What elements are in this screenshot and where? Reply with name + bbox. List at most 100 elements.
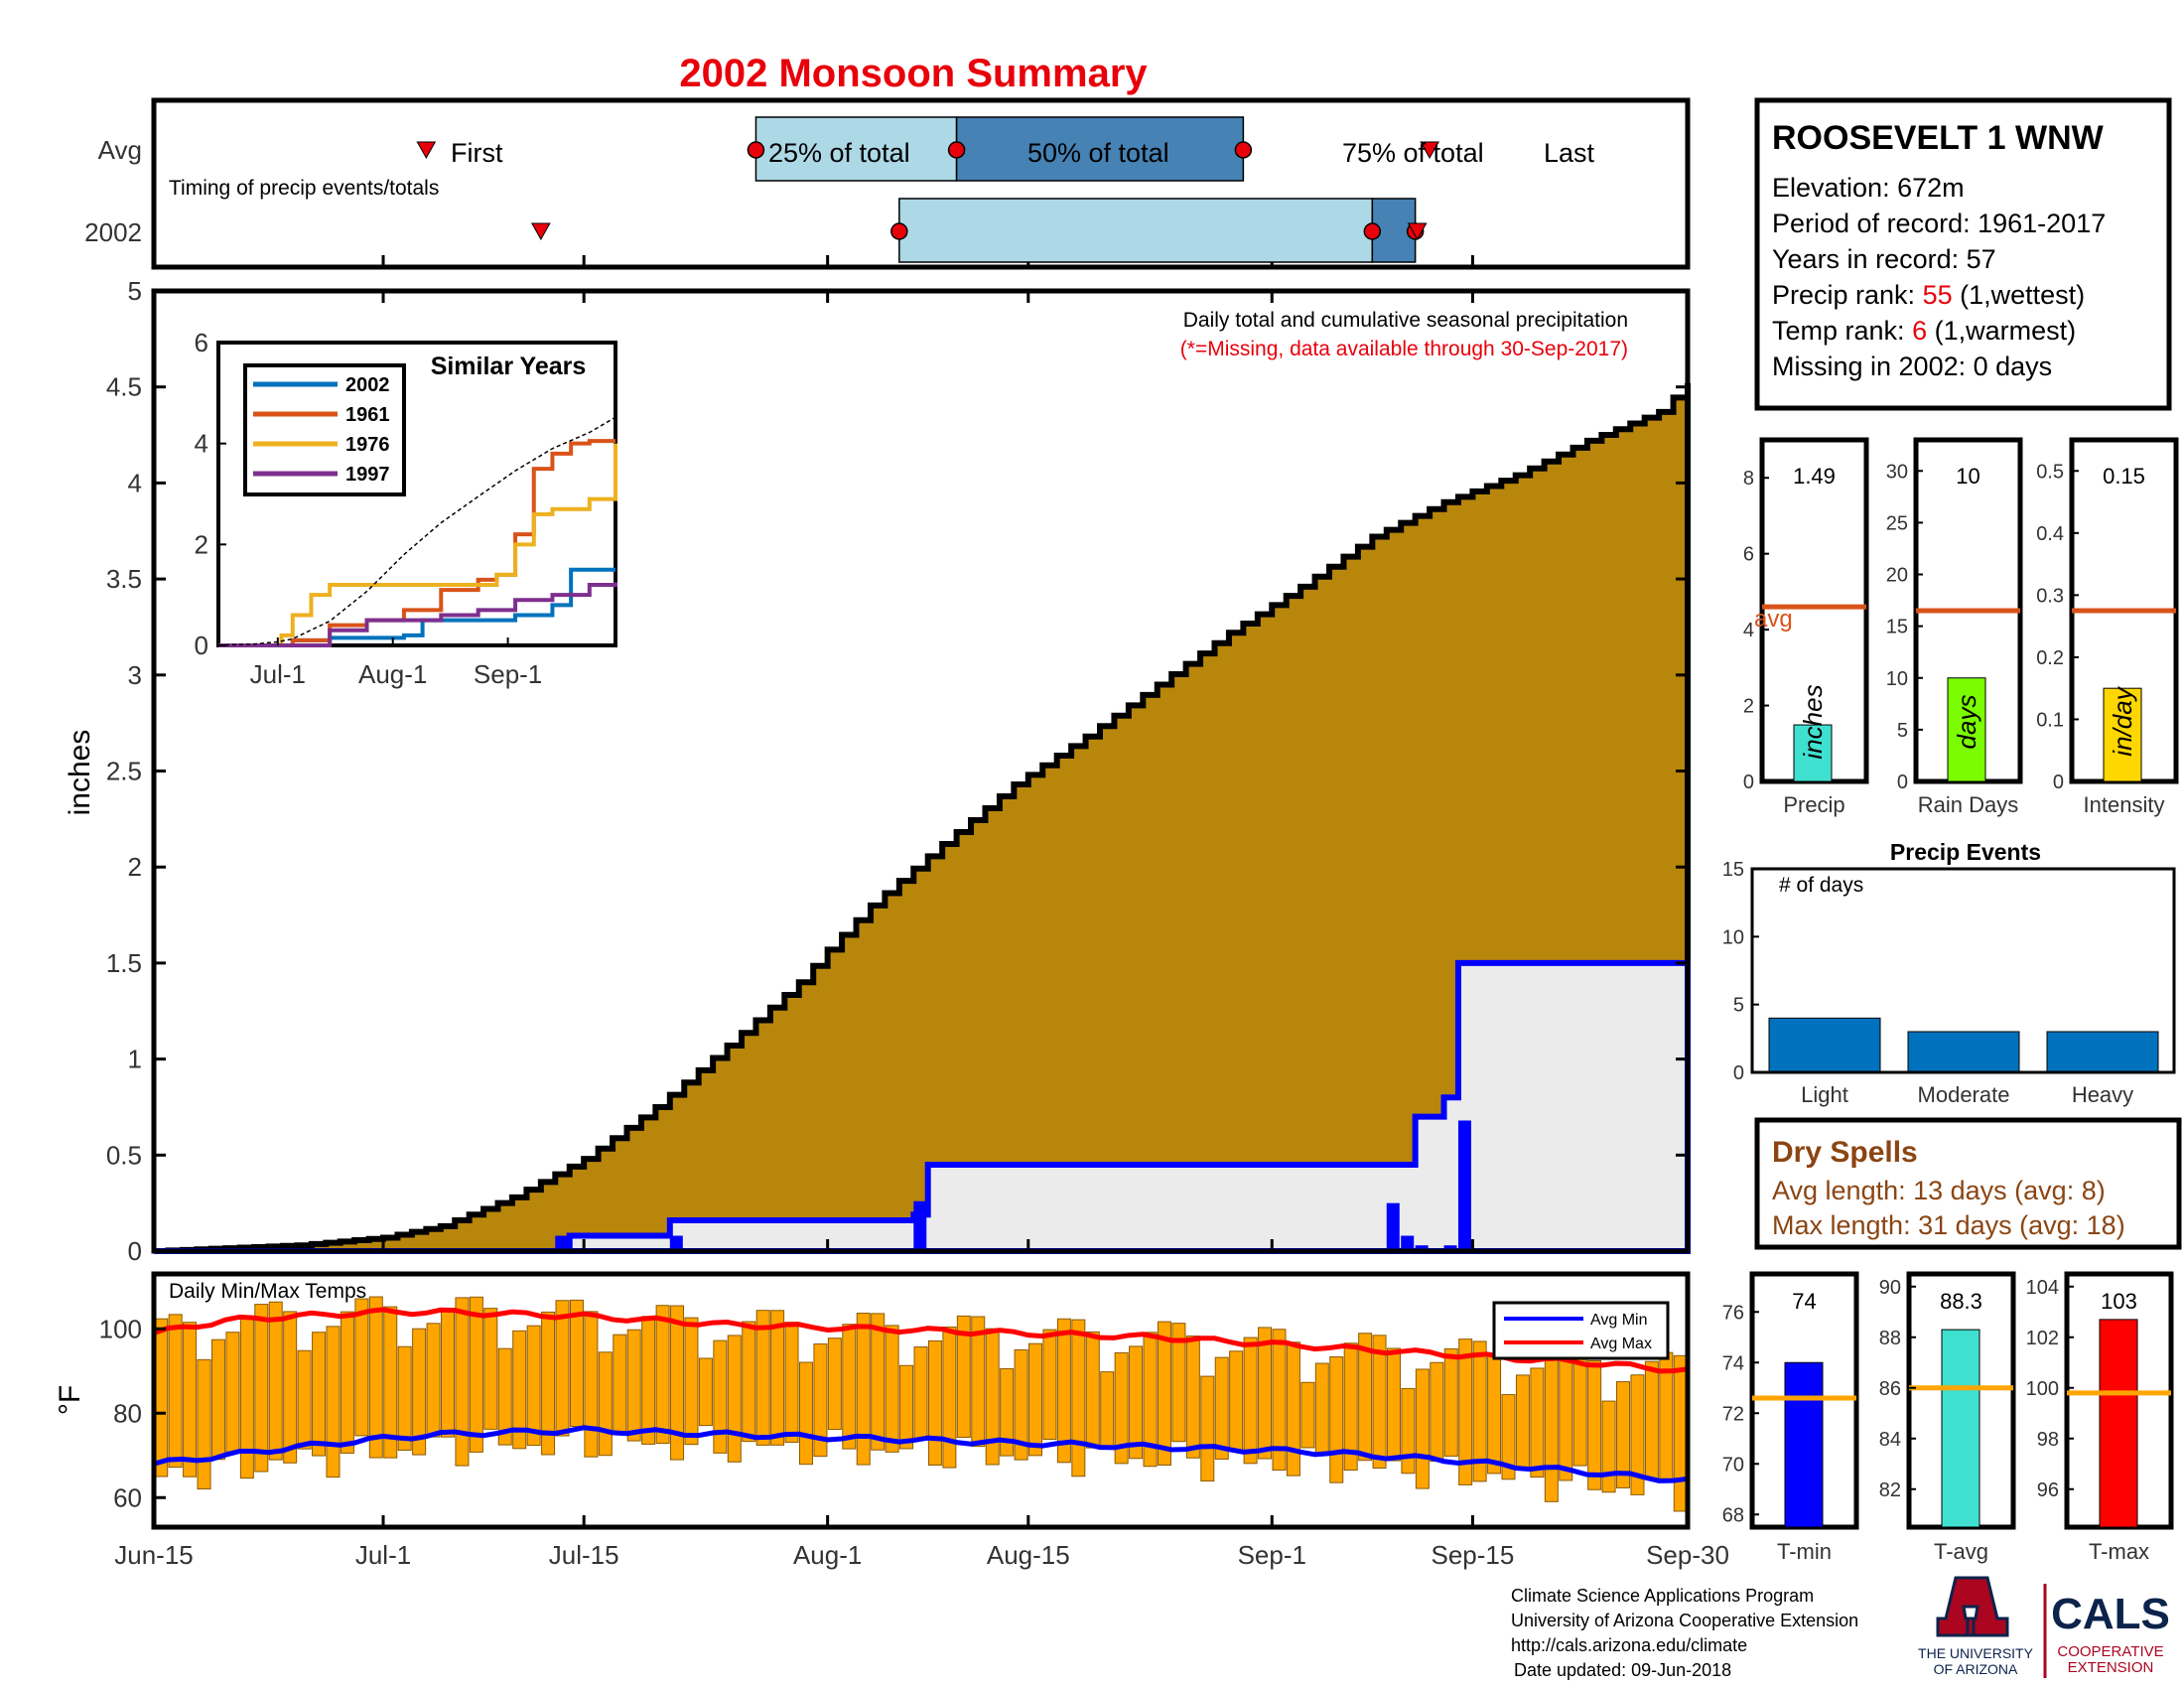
daily-temp-bar bbox=[584, 1311, 599, 1458]
daily-temp-bar bbox=[641, 1316, 656, 1445]
daily-temp-bar bbox=[154, 1318, 169, 1477]
daily-temp-bar bbox=[742, 1321, 756, 1443]
station-period: Period of record: 1961-2017 bbox=[1772, 209, 2106, 238]
temps-plot-frame bbox=[151, 1271, 1691, 1530]
summary-1-label: Rain Days bbox=[1918, 792, 2018, 817]
events-y-tick-label: 5 bbox=[1733, 995, 1744, 1017]
daily-temp-bar bbox=[899, 1364, 914, 1450]
precip-y-label: inches bbox=[64, 730, 96, 816]
summary-0-label: Precip bbox=[1783, 792, 1844, 817]
daily-temp-bar bbox=[1559, 1343, 1573, 1481]
summary-2-tick-label: 0.3 bbox=[2036, 585, 2064, 607]
daily-temp-bar bbox=[971, 1316, 986, 1448]
temp-summary-0-value: 74 bbox=[1792, 1289, 1816, 1314]
temp-summary-2-label: T-max bbox=[2089, 1539, 2149, 1564]
temp-rank-prefix: Temp rank: bbox=[1772, 316, 1912, 346]
ua-logo: THE UNIVERSITY OF ARIZONA bbox=[1918, 1576, 2034, 1677]
daily-temp-bar bbox=[1616, 1381, 1631, 1488]
timing-p75-label: 75% of total bbox=[1342, 138, 1484, 168]
daily-temp-bar bbox=[397, 1345, 412, 1452]
daily-temp-bar bbox=[1443, 1347, 1458, 1457]
precip-x-axis bbox=[152, 291, 1690, 1251]
inset-legend-label: 1976 bbox=[345, 434, 390, 456]
temp-summary-1-value: 88.3 bbox=[1940, 1289, 1982, 1314]
timing-p50-label: 50% of total bbox=[1027, 138, 1169, 168]
station-precip-rank: Precip rank: 55 (1,wettest) bbox=[1772, 280, 2085, 310]
daily-temp-bar bbox=[526, 1325, 541, 1447]
temps-title: Daily Min/Max Temps bbox=[169, 1280, 366, 1303]
precip-events-chart: Precip Events 0 5 10 15 Light Moderate Heavy #… bbox=[1722, 839, 2176, 1107]
events-bar bbox=[1768, 1017, 1881, 1073]
x-tick-label: Jul-1 bbox=[355, 1540, 411, 1570]
daily-temp-bar bbox=[1042, 1329, 1057, 1441]
station-name: ROOSEVELT 1 WNW bbox=[1772, 119, 2105, 157]
ua-line-1: THE UNIVERSITY bbox=[1918, 1645, 2034, 1661]
inset-y-axis: 0 2 4 6 bbox=[195, 328, 226, 660]
daily-temp-bar bbox=[727, 1335, 742, 1463]
temps-y-label: °F bbox=[54, 1385, 86, 1415]
year-first-marker bbox=[531, 222, 551, 241]
temp-summary-0-tick-label: 72 bbox=[1722, 1403, 1744, 1425]
dry-spells-box: Dry Spells Avg length: 13 days (avg: 8) … bbox=[1754, 1117, 2182, 1250]
inset-legend: 2002 1961 1976 1997 bbox=[253, 374, 390, 486]
daily-temp-bar bbox=[1644, 1360, 1659, 1479]
daily-temp-bar bbox=[856, 1313, 871, 1466]
x-tick-label: Jul-15 bbox=[549, 1540, 619, 1570]
daily-temp-bar bbox=[1157, 1321, 1171, 1466]
daily-temp-bar bbox=[283, 1311, 298, 1464]
daily-temp-bar bbox=[1056, 1318, 1071, 1464]
temp-rank-value: 6 bbox=[1912, 316, 1927, 346]
summary-1-tick-label: 15 bbox=[1886, 617, 1908, 638]
avg-cumulative-area bbox=[154, 382, 1691, 1254]
daily-precip-bar bbox=[1401, 1235, 1415, 1251]
inset-legend-label: 2002 bbox=[345, 374, 390, 396]
footer-line-4: Date updated: 09-Jun-2018 bbox=[1514, 1660, 1731, 1680]
temp-summary-1-label: T-avg bbox=[1934, 1539, 1988, 1564]
temp-summary-1-tick-label: 88 bbox=[1879, 1328, 1901, 1349]
timing-avg-label: Avg bbox=[98, 135, 142, 165]
temp-summary-1-tick-label: 84 bbox=[1879, 1429, 1901, 1451]
station-temp-rank: Temp rank: 6 (1,warmest) bbox=[1772, 316, 2076, 346]
summary-1-bar bbox=[1947, 677, 1986, 782]
avg-p25-marker bbox=[747, 141, 765, 159]
daily-temp-bar bbox=[1229, 1350, 1244, 1453]
temps-panel: 60 80 100 Jun-15 Jul-1 Jul-15 Aug-1 Aug-15 Sep-… bbox=[54, 1271, 1729, 1570]
temp-summary-bars: 74 T-min 68 70 72 74 76 88.3 T-avg 82 84 86 88 90 103 T… bbox=[1722, 1271, 2174, 1564]
daily-temp-bar bbox=[254, 1304, 269, 1473]
summary-0-unit: inches bbox=[1798, 684, 1828, 759]
daily-temp-bar bbox=[412, 1328, 427, 1456]
inset-x-tick-label: Aug-1 bbox=[358, 659, 427, 689]
station-missing: Missing in 2002: 0 days bbox=[1772, 352, 2052, 381]
temp-summary-2-tick-label: 100 bbox=[2026, 1378, 2059, 1400]
precip-note: Daily total and cumulative seasonal prec… bbox=[1183, 309, 1628, 332]
daily-temp-bar bbox=[1100, 1371, 1115, 1448]
daily-temp-bar bbox=[197, 1358, 211, 1490]
daily-precip-bars bbox=[555, 1120, 1471, 1251]
summary-2-bar bbox=[2103, 687, 2142, 782]
summary-1-tick-label: 0 bbox=[1897, 772, 1908, 793]
daily-precip-bar bbox=[913, 1200, 927, 1251]
summary-2-tick-label: 0.1 bbox=[2036, 709, 2064, 731]
daily-temp-bar bbox=[885, 1325, 899, 1453]
daily-temp-bar bbox=[1272, 1329, 1287, 1472]
timing-first-label: First bbox=[451, 138, 503, 168]
daily-temp-bar bbox=[927, 1339, 942, 1466]
temps-x-axis: Jun-15 Jul-1 Jul-15 Aug-1 Aug-15 Sep-1 Sep-15 S… bbox=[114, 1515, 1729, 1570]
summary-0-tick-label: 8 bbox=[1743, 468, 1754, 490]
daily-temp-bar bbox=[626, 1329, 641, 1442]
temp-summary-1-tick-label: 82 bbox=[1879, 1479, 1901, 1501]
daily-precip-bar bbox=[669, 1235, 683, 1251]
ua-a-icon bbox=[1936, 1576, 2009, 1637]
x-tick-label: Sep-15 bbox=[1431, 1540, 1514, 1570]
summary-2-tick-label: 0.5 bbox=[2036, 461, 2064, 483]
daily-temp-bar bbox=[1544, 1353, 1559, 1502]
temp-summary-1-tick-label: 86 bbox=[1879, 1378, 1901, 1400]
legend-avg-max-label: Avg Max bbox=[1590, 1336, 1652, 1352]
temp-summary-0-tick-label: 68 bbox=[1722, 1504, 1744, 1526]
summary-2-value: 0.15 bbox=[2103, 464, 2145, 489]
daily-precip-bar bbox=[555, 1235, 569, 1251]
temp-summary-2-tick-label: 98 bbox=[2037, 1429, 2059, 1451]
daily-temp-bar bbox=[1358, 1333, 1373, 1462]
daily-temp-bar bbox=[1314, 1362, 1329, 1455]
inset-legend-label: 1997 bbox=[345, 464, 390, 486]
